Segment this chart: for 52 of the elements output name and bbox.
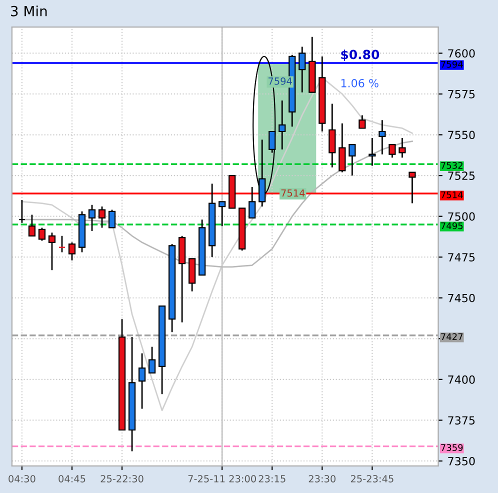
y-tick-label: 7350 bbox=[448, 456, 475, 466]
x-tick-label: 04:30 bbox=[8, 475, 36, 482]
candlestick bbox=[148, 346, 156, 374]
x-tick-label: 25-22:30 bbox=[100, 475, 144, 482]
chart-title: 3 Min bbox=[11, 6, 47, 16]
candlestick bbox=[388, 144, 396, 158]
y-tick-label: 7400 bbox=[448, 375, 475, 384]
candlestick bbox=[298, 46, 306, 94]
y-tick-label: 7500 bbox=[448, 212, 475, 221]
candlestick bbox=[398, 137, 406, 158]
candlestick bbox=[348, 144, 356, 176]
candlestick bbox=[48, 232, 56, 271]
ref-line-label: 7495 bbox=[441, 222, 463, 230]
candlestick bbox=[368, 137, 376, 166]
annotation: 7514 bbox=[281, 189, 305, 197]
candlestick bbox=[38, 227, 46, 242]
y-tick-label: 7375 bbox=[448, 416, 475, 425]
candlestick bbox=[88, 204, 96, 232]
candlestick bbox=[278, 100, 286, 150]
ref-line-label: 7359 bbox=[441, 444, 463, 452]
candlestick bbox=[98, 206, 106, 228]
y-tick-label: 7525 bbox=[448, 172, 475, 180]
candlestick bbox=[408, 172, 416, 204]
candlestick bbox=[358, 114, 366, 129]
ref-line-label: 7514 bbox=[441, 191, 463, 198]
x-tick-label: 23:15 bbox=[258, 475, 286, 482]
ref-line-label: 7594 bbox=[441, 60, 463, 68]
y-tick-label: 7475 bbox=[448, 253, 475, 262]
y-tick-label: 7575 bbox=[448, 90, 475, 98]
candlestick bbox=[248, 186, 256, 219]
x-tick-label: 04:45 bbox=[58, 475, 86, 482]
annotation: 1.06 % bbox=[341, 78, 378, 88]
y-tick-label: 7450 bbox=[448, 294, 475, 302]
annotation: 7594 bbox=[268, 77, 292, 85]
candlestick bbox=[18, 199, 26, 224]
x-tick-label: 23:30 bbox=[308, 475, 336, 482]
y-tick-label: 7550 bbox=[448, 130, 475, 140]
candlestick bbox=[218, 200, 226, 227]
ref-line-label: 7532 bbox=[441, 162, 462, 169]
candlestick bbox=[58, 235, 66, 253]
annotation: $0.80 bbox=[341, 50, 380, 61]
candlestick bbox=[338, 122, 346, 173]
ref-line-label: 7427 bbox=[441, 333, 463, 340]
candlestick bbox=[108, 209, 116, 228]
y-tick-label: 7600 bbox=[448, 49, 475, 58]
candlestick bbox=[68, 242, 76, 262]
candlestick bbox=[28, 214, 36, 237]
x-tick-label: 7-25-11 23:00 bbox=[188, 475, 256, 482]
x-tick-label: 25-23:45 bbox=[350, 475, 394, 482]
candlestick bbox=[328, 103, 336, 168]
candlestick bbox=[378, 119, 386, 156]
candlestick bbox=[138, 352, 146, 410]
